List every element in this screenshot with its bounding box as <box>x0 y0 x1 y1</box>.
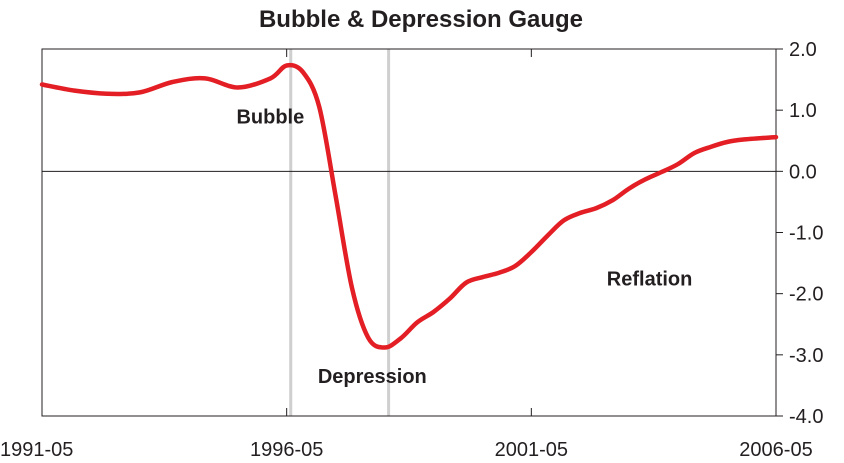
y-tick-label: -1.0 <box>789 223 823 245</box>
y-tick-label: -4.0 <box>789 406 823 428</box>
chart-title: Bubble & Depression Gauge <box>259 6 583 33</box>
plot-frame <box>41 48 777 417</box>
x-tick-label: 2001-05 <box>495 439 568 458</box>
x-tick-label: 1996-05 <box>250 439 323 458</box>
annotation-layer: Bubble Depression Reflation <box>236 106 692 388</box>
x-tick-label: 1991-05 <box>0 439 73 458</box>
annotation-depression: Depression <box>318 366 427 388</box>
annotation-bubble: Bubble <box>236 106 304 128</box>
reference-lines <box>289 49 391 416</box>
annotation-reflation: Reflation <box>607 268 693 290</box>
y-tick-label: -3.0 <box>789 345 823 367</box>
x-tick-label: 2006-05 <box>739 439 812 458</box>
x-axis: 1991-05 1996-05 2001-05 2006-05 <box>0 49 813 461</box>
plot-border <box>41 48 777 417</box>
y-tick-label: 2.0 <box>789 39 817 61</box>
series-line-1 <box>39 62 779 350</box>
y-axis: 2.0 1.0 0.0 -1.0 -2.0 -3.0 -4.0 <box>776 39 823 428</box>
y-tick-label: 0.0 <box>789 161 817 183</box>
y-tick-label: 1.0 <box>789 100 817 122</box>
y-tick-label: -2.0 <box>789 284 823 306</box>
series-layer <box>39 62 779 350</box>
